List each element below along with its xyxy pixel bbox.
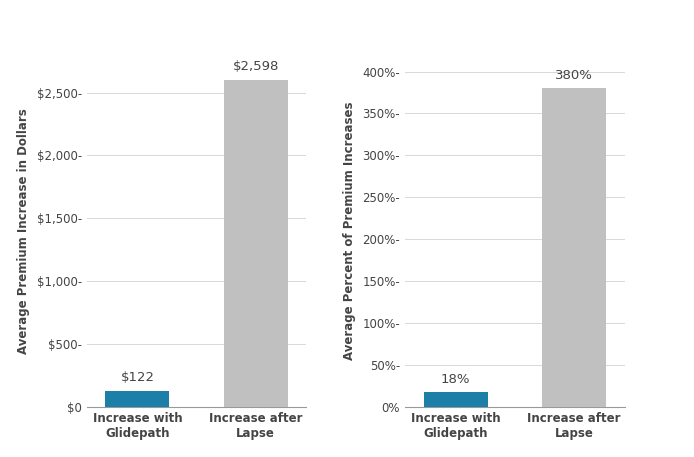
Bar — [223, 80, 288, 407]
Bar — [542, 88, 606, 407]
Bar — [105, 391, 169, 407]
Bar — [423, 392, 488, 407]
Y-axis label: Average Premium Increase in Dollars: Average Premium Increase in Dollars — [17, 108, 30, 354]
Y-axis label: Average Percent of Premium Increases: Average Percent of Premium Increases — [343, 101, 355, 360]
Text: 380%: 380% — [555, 69, 593, 82]
Text: $122: $122 — [121, 372, 154, 384]
Text: $2,598: $2,598 — [232, 60, 279, 73]
Text: 18%: 18% — [441, 373, 471, 386]
